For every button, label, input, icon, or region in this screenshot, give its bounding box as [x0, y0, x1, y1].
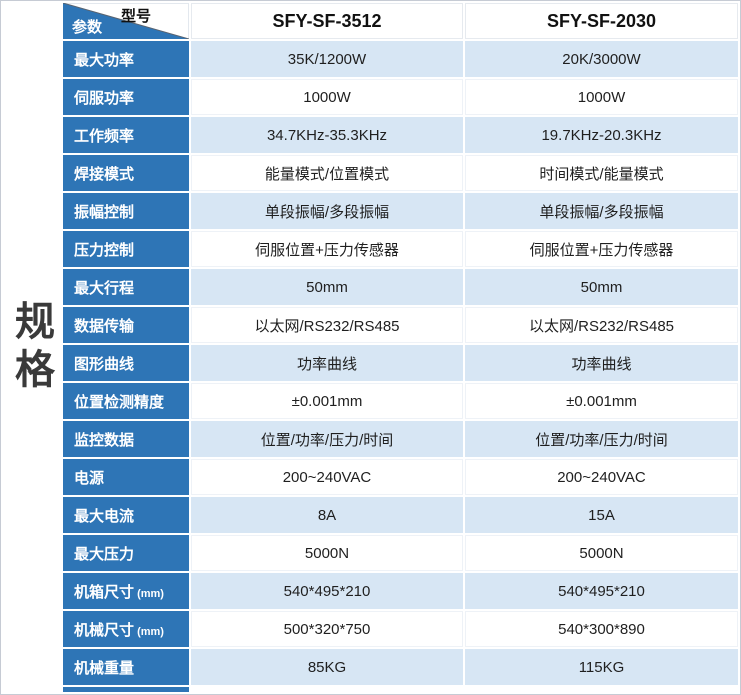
corner-label-model: 型号: [121, 8, 152, 25]
row-label: 振幅控制: [63, 193, 189, 229]
spec-value-model-1: 34.7KHz-35.3KHz: [191, 117, 463, 153]
spec-value-model-1: 500*320*750: [191, 611, 463, 647]
row-label: 监控数据: [63, 421, 189, 457]
row-label: 机械尺寸 (mm): [63, 611, 189, 647]
spec-value-model-2: 位置/功率/压力/时间: [465, 421, 738, 457]
column-header-model-2: SFY-SF-2030: [465, 3, 738, 39]
table-row: 最大压力 5000N 5000N: [63, 535, 738, 571]
spec-value-model-1: 1000W: [191, 79, 463, 115]
spec-value-model-1: 以太网/RS232/RS485: [191, 307, 463, 343]
row-label: 机箱尺寸 (mm): [63, 573, 189, 609]
table-row: 监控数据 位置/功率/压力/时间 位置/功率/压力/时间: [63, 421, 738, 457]
spec-value-model-1: 35K/1200W: [191, 41, 463, 77]
table-row: 振幅控制 单段振幅/多段振幅 单段振幅/多段振幅: [63, 193, 738, 229]
diagonal-header-cell: 型号 参数: [63, 3, 189, 39]
table-row: 机械尺寸 (mm) 500*320*750 540*300*890: [63, 611, 738, 647]
spec-value-model-1: 5000N: [191, 535, 463, 571]
table-row: 图形曲线 功率曲线 功率曲线: [63, 345, 738, 381]
spec-value-model-1: 50mm: [191, 269, 463, 305]
row-label: 最大压力: [63, 535, 189, 571]
table-row: 数据传输 以太网/RS232/RS485 以太网/RS232/RS485: [63, 307, 738, 343]
spec-value-model-2: 1000W: [465, 79, 738, 115]
spec-value-model-2: 伺服位置+压力传感器: [465, 231, 738, 267]
table-row: 伺服功率 1000W 1000W: [63, 79, 738, 115]
spec-value-model-2: 540*495*210: [465, 573, 738, 609]
spec-value-model-2: 115KG: [465, 649, 738, 685]
table-row: 机械重量 85KG 115KG: [63, 649, 738, 685]
spec-value-model-2: 200~240VAC: [465, 459, 738, 495]
row-label: 位置检测精度: [63, 383, 189, 419]
table-row: 工作频率 34.7KHz-35.3KHz 19.7KHz-20.3KHz: [63, 117, 738, 153]
spec-value-model-1: 200~240VAC: [191, 459, 463, 495]
partial-row-label: [63, 687, 189, 692]
spec-value-model-2: 时间模式/能量模式: [465, 155, 738, 191]
row-label: 最大行程: [63, 269, 189, 305]
section-title-vertical: 规格: [9, 299, 53, 396]
table-row: 最大行程 50mm 50mm: [63, 269, 738, 305]
spec-value-model-1: 能量模式/位置模式: [191, 155, 463, 191]
spec-value-model-1: 位置/功率/压力/时间: [191, 421, 463, 457]
row-label: 最大电流: [63, 497, 189, 533]
row-label: 电源: [63, 459, 189, 495]
row-label-unit: (mm): [134, 587, 164, 600]
partial-row-value: [465, 687, 738, 692]
partial-next-row: [63, 687, 738, 692]
corner-label-parameter: 参数: [72, 19, 103, 36]
spec-value-model-2: 单段振幅/多段振幅: [465, 193, 738, 229]
row-label: 伺服功率: [63, 79, 189, 115]
spec-table-wrapper: 型号 参数 SFY-SF-3512 SFY-SF-2030 最大功率 35K/12…: [61, 1, 740, 694]
spec-value-model-1: 85KG: [191, 649, 463, 685]
row-label-unit: (mm): [134, 625, 164, 638]
row-label: 机械重量: [63, 649, 189, 685]
table-row: 机箱尺寸 (mm) 540*495*210 540*495*210: [63, 573, 738, 609]
spec-value-model-2: 540*300*890: [465, 611, 738, 647]
spec-value-model-1: 540*495*210: [191, 573, 463, 609]
row-label: 最大功率: [63, 41, 189, 77]
spec-value-model-2: ±0.001mm: [465, 383, 738, 419]
spec-value-model-2: 15A: [465, 497, 738, 533]
row-label: 工作频率: [63, 117, 189, 153]
spec-value-model-2: 20K/3000W: [465, 41, 738, 77]
table-row: 压力控制 伺服位置+压力传感器 伺服位置+压力传感器: [63, 231, 738, 267]
row-label: 数据传输: [63, 307, 189, 343]
spec-value-model-1: ±0.001mm: [191, 383, 463, 419]
spec-value-model-2: 19.7KHz-20.3KHz: [465, 117, 738, 153]
row-label: 图形曲线: [63, 345, 189, 381]
table-row: 最大功率 35K/1200W 20K/3000W: [63, 41, 738, 77]
spec-value-model-2: 5000N: [465, 535, 738, 571]
table-row: 最大电流 8A 15A: [63, 497, 738, 533]
partial-row-value: [191, 687, 463, 692]
table-row: 电源 200~240VAC 200~240VAC: [63, 459, 738, 495]
spec-value-model-1: 单段振幅/多段振幅: [191, 193, 463, 229]
row-label: 焊接模式: [63, 155, 189, 191]
column-header-model-1: SFY-SF-3512: [191, 3, 463, 39]
spec-value-model-2: 以太网/RS232/RS485: [465, 307, 738, 343]
spec-value-model-2: 50mm: [465, 269, 738, 305]
spec-value-model-1: 功率曲线: [191, 345, 463, 381]
section-title-strip: 规格: [1, 1, 61, 694]
spec-value-model-1: 伺服位置+压力传感器: [191, 231, 463, 267]
spec-table: 型号 参数 SFY-SF-3512 SFY-SF-2030 最大功率 35K/12…: [61, 1, 740, 694]
header-row: 型号 参数 SFY-SF-3512 SFY-SF-2030: [63, 3, 738, 39]
table-row: 位置检测精度 ±0.001mm ±0.001mm: [63, 383, 738, 419]
spec-value-model-1: 8A: [191, 497, 463, 533]
table-row: 焊接模式 能量模式/位置模式 时间模式/能量模式: [63, 155, 738, 191]
row-label: 压力控制: [63, 231, 189, 267]
spec-value-model-2: 功率曲线: [465, 345, 738, 381]
diagonal-divider: [63, 3, 189, 39]
